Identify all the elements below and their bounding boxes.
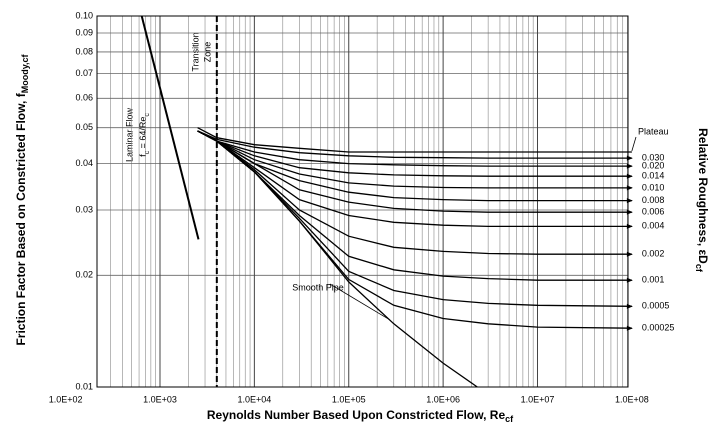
series-line [197,127,632,153]
series-label: 0.020 [642,160,665,170]
series-line [197,130,478,388]
laminar-label: Laminar Flow [124,107,134,162]
x-tick-label: 1.0E+06 [426,394,460,404]
y-axis-title-text: Friction Factor Based on Constricted Flo… [14,92,28,345]
series-arrow [626,209,633,215]
series-label: 0.010 [642,182,665,192]
series-arrow [626,163,633,169]
series-arrow [626,303,633,309]
x-axis-title: Reynolds Number Based Upon Constricted F… [207,408,514,424]
series-label: 0.006 [642,207,665,217]
series-label: 0.002 [642,249,665,259]
y-tick-label: 0.07 [75,68,93,78]
x-tick-label: 1.0E+08 [615,394,649,404]
leader-line [631,136,637,152]
series-label: 0.001 [642,275,665,285]
series-label: 0.014 [642,171,665,181]
series-label: 0.00025 [642,323,675,333]
x-tick-label: 1.0E+05 [332,394,366,404]
y-tick-label: 0.10 [75,10,93,20]
series-label: 0.004 [642,221,665,231]
series-label: 0.008 [642,195,665,205]
x-axis-title-text: Reynolds Number Based Upon Constricted F… [207,408,506,422]
series-label: Plateau [638,126,669,136]
series-arrow [626,198,633,204]
series-line [197,130,632,167]
leader-line [329,283,390,321]
y-tick-label: 0.01 [75,381,93,391]
series-line [197,130,632,177]
y2-axis-title-sub: cf [694,264,704,273]
y2-axis-title-text: Relative Roughness, εD [696,128,710,264]
y-tick-label: 0.05 [75,122,93,132]
series-line [197,130,632,189]
series-line [140,15,200,240]
y-tick-label: 0.02 [75,270,93,280]
series-label: 0.0005 [642,301,670,311]
y-tick-label: 0.04 [75,158,93,168]
series-line [197,130,632,159]
series-line [197,130,632,228]
x-tick-label: 1.0E+03 [143,394,177,404]
y2-axis-title: Relative Roughness, εDcf [694,128,710,273]
y-axis-title-sub: Moody,cf [20,53,30,93]
x-tick-label: 1.0E+04 [237,394,271,404]
y-axis-title: Friction Factor Based on Constricted Flo… [14,53,30,345]
formula-part: c [144,150,151,154]
plot-frame [96,15,629,388]
y-tick-label: 0.08 [75,46,93,56]
series-arrow [626,251,633,257]
x-tick-label: 1.0E+02 [49,394,83,404]
y-tick-label: 0.03 [75,204,93,214]
series-line [197,130,632,255]
series-arrow [626,173,633,179]
series-arrow [626,223,633,229]
series-label: 0.030 [642,152,665,162]
series-arrow [626,185,633,191]
y-tick-label: 0.09 [75,27,93,37]
formula-part: f [138,154,148,157]
formula-part: c [144,113,151,117]
x-tick-label: 1.0E+07 [521,394,555,404]
x-axis-title-sub: cf [505,414,514,424]
formula-part: = 64/Re [138,117,148,151]
series-label: Smooth Pipe [292,282,344,292]
series-arrow [626,155,633,161]
laminar-formula: fc = 64/Rec [138,113,150,157]
series-line [197,130,632,213]
y-tick-label: 0.06 [75,93,93,103]
series-arrow [626,325,633,331]
series-arrow [626,277,633,283]
